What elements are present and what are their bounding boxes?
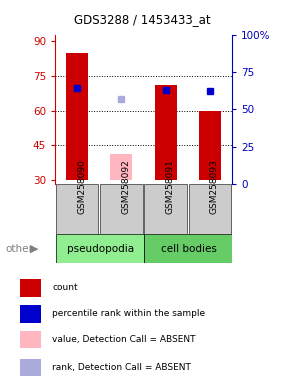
Text: GSM258090: GSM258090: [77, 159, 86, 214]
Text: rank, Detection Call = ABSENT: rank, Detection Call = ABSENT: [52, 363, 191, 372]
Bar: [100, 184, 143, 234]
Text: GSM258093: GSM258093: [210, 159, 219, 214]
Bar: [66, 53, 88, 180]
Bar: [56, 234, 144, 263]
Text: count: count: [52, 283, 78, 293]
Bar: [20, 279, 41, 297]
Text: GSM258092: GSM258092: [122, 159, 130, 214]
Text: value, Detection Call = ABSENT: value, Detection Call = ABSENT: [52, 335, 196, 344]
Bar: [20, 305, 41, 323]
Text: ▶: ▶: [30, 243, 39, 254]
Bar: [199, 111, 221, 180]
Text: other: other: [6, 243, 34, 254]
Text: cell bodies: cell bodies: [161, 243, 217, 254]
Bar: [56, 184, 98, 234]
Bar: [144, 184, 187, 234]
Bar: [189, 184, 231, 234]
Text: GDS3288 / 1453433_at: GDS3288 / 1453433_at: [74, 13, 211, 26]
Bar: [20, 331, 41, 348]
Text: pseudopodia: pseudopodia: [67, 243, 134, 254]
Bar: [110, 154, 133, 180]
Text: GSM258091: GSM258091: [166, 159, 175, 214]
Text: percentile rank within the sample: percentile rank within the sample: [52, 309, 205, 318]
Bar: [144, 234, 233, 263]
Bar: [155, 85, 177, 180]
Bar: [20, 359, 41, 376]
